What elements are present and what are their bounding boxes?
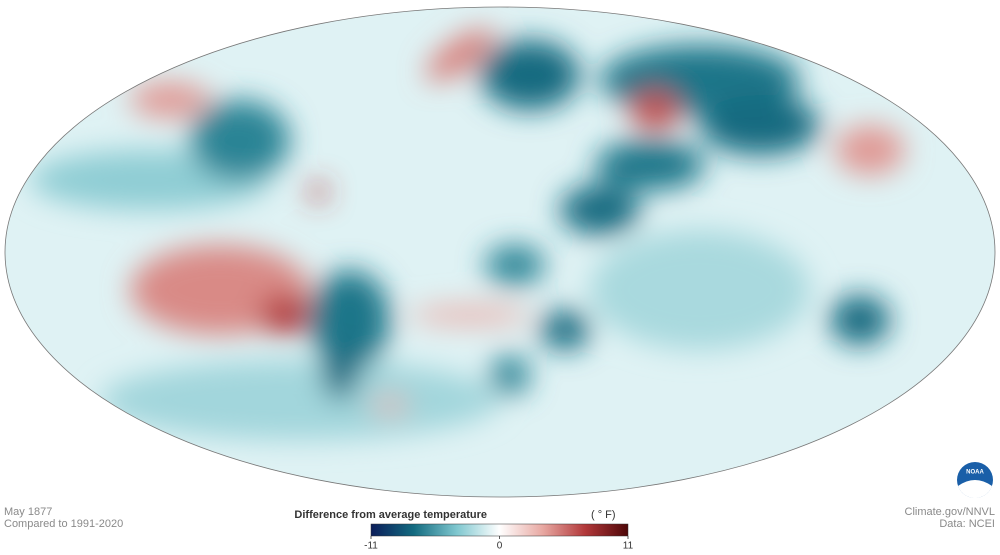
tick-label: -11 <box>364 541 378 552</box>
anomaly-map <box>5 7 995 497</box>
legend-title: Difference from average temperature <box>294 509 487 521</box>
colorbar-ticks: -11 0 11 <box>364 536 634 552</box>
colorbar <box>370 523 629 537</box>
baseline: Compared to 1991-2020 <box>4 518 123 530</box>
tick-label: 11 <box>623 541 634 552</box>
anomaly-field <box>30 28 905 440</box>
data-credit: Data: NCEI <box>939 518 995 530</box>
noaa-logo: NOAA <box>957 462 993 499</box>
logo-text: NOAA <box>966 470 984 476</box>
globe-outline <box>4 6 996 498</box>
date: May 1877 <box>4 506 52 518</box>
source: Climate.gov/NNVL <box>905 506 995 518</box>
tick-label: 0 <box>497 541 503 552</box>
legend-unit: ( ° F) <box>591 509 616 521</box>
